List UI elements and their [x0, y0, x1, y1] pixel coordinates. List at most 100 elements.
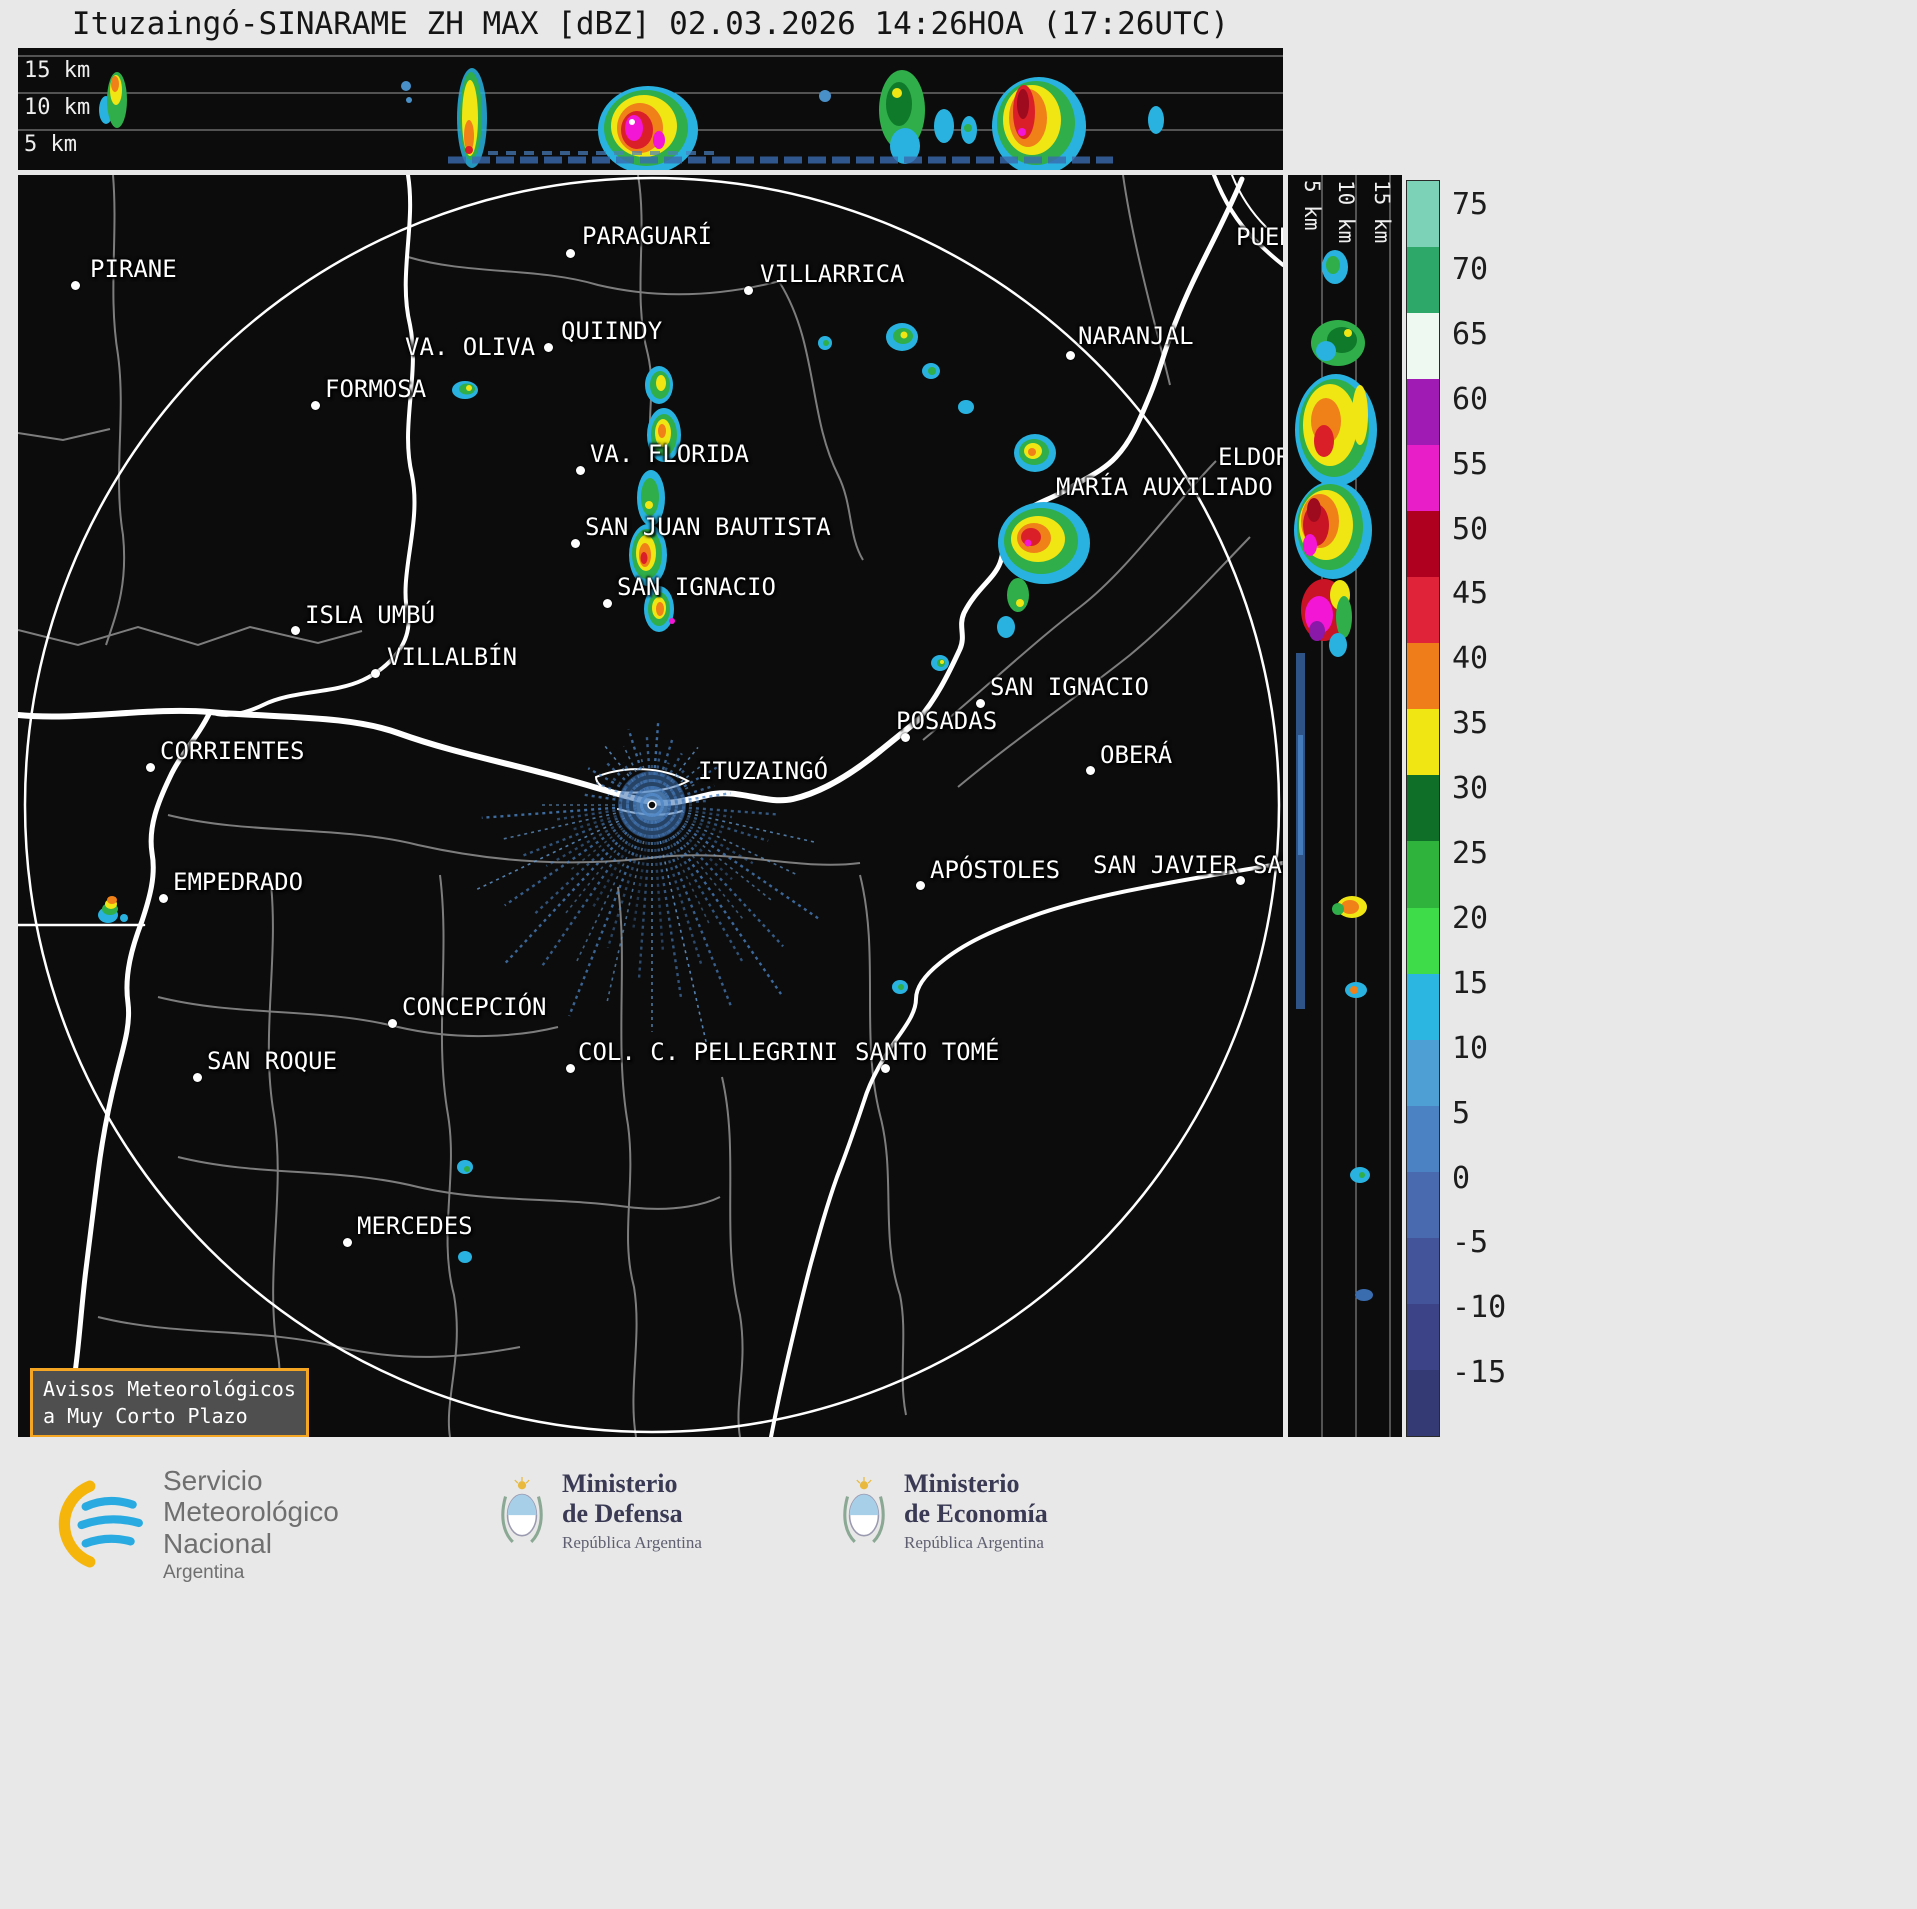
colorbar-tick-label: 60 — [1452, 381, 1489, 417]
ministry-economia-block: Ministerio de Economía República Argenti… — [840, 1469, 1048, 1552]
city-label: MERCEDES — [357, 1212, 473, 1240]
city-label: PUER — [1236, 223, 1283, 251]
city-marker — [575, 465, 585, 475]
city-label: QUIINDY — [561, 317, 663, 345]
colorbar-scale — [1406, 180, 1440, 1437]
colorbar-segment — [1407, 445, 1439, 512]
colorbar-segment — [1407, 775, 1439, 842]
radar-map: PIRANE PARAGUARÍ VILLARRICA QUIINDY VA. OLIV… — [18, 175, 1283, 1437]
city-label: APÓSTOLES — [930, 856, 1061, 884]
city-label: EMPEDRADO — [173, 868, 304, 896]
colorbar-tick-label: 70 — [1452, 251, 1489, 287]
colorbar-segment — [1407, 379, 1439, 446]
city-label: MARÍA AUXILIADO — [1056, 473, 1273, 501]
city-marker — [158, 893, 168, 903]
city-marker — [880, 1063, 890, 1073]
colorbar-segment — [1407, 643, 1439, 710]
city-marker — [743, 285, 753, 295]
colorbar-tick-label: 25 — [1452, 836, 1489, 871]
colorbar-segment — [1407, 1237, 1439, 1304]
city-marker — [602, 598, 612, 608]
altitude-label-5km: 5 km — [24, 132, 77, 157]
city-label: ITUZAINGÓ — [698, 757, 829, 785]
ministry-economia-line2: de Economía — [904, 1498, 1048, 1528]
colorbar-tick-labels: 75 70 65 60 55 50 45 40 35 30 25 20 15 10 5 0 -5 -10 -15 — [1406, 180, 1536, 1437]
city-marker — [543, 342, 553, 352]
argentina-coat-of-arms-icon — [501, 1476, 543, 1543]
city-label: SAN JUAN BAUTISTA — [585, 513, 831, 541]
colorbar-tick-label: 50 — [1452, 511, 1489, 547]
footer: Servicio Meteorológico Nacional Argentin… — [0, 1437, 1917, 1909]
city-label: VA. FLORIDA — [590, 440, 749, 468]
colorbar-segment — [1407, 1303, 1439, 1370]
city-marker — [1235, 875, 1245, 885]
colorbar-tick-label: 30 — [1452, 771, 1489, 807]
colorbar-tick-label: -5 — [1452, 1225, 1489, 1261]
altitude-label-10km: 10 km — [24, 95, 91, 120]
city-marker — [342, 1237, 352, 1247]
city-label: CORRIENTES — [160, 737, 305, 765]
ministry-defensa-line1: Ministerio — [562, 1469, 678, 1498]
city-marker — [900, 732, 910, 742]
city-label: VILLALBÍN — [387, 643, 518, 671]
vertical-section-top-graphics — [18, 55, 1283, 170]
city-label: VILLARRICA — [760, 260, 905, 288]
smn-globe-icon — [58, 1480, 143, 1568]
city-label: PIRANE — [90, 255, 177, 283]
smn-name-line3: Nacional — [163, 1527, 272, 1559]
ministry-economia-line1: Ministerio — [904, 1469, 1020, 1498]
notice-line-1: Avisos Meteorológicos — [43, 1377, 296, 1401]
colorbar-tick-label: 20 — [1452, 900, 1489, 936]
city-label: OBERÁ — [1100, 741, 1173, 769]
city-label: SANTO TOMÉ — [855, 1038, 1000, 1066]
colorbar-segment — [1407, 709, 1439, 776]
ministry-defensa-line2: de Defensa — [562, 1498, 683, 1528]
range-circle — [23, 176, 1281, 1434]
city-marker — [310, 400, 320, 410]
ministry-economia-sub: República Argentina — [904, 1532, 1044, 1552]
city-label: SAN — [1253, 851, 1283, 879]
city-layer: PIRANE PARAGUARÍ VILLARRICA QUIINDY VA. OLIV… — [18, 175, 1283, 1437]
colorbar-tick-label: 35 — [1452, 706, 1489, 742]
colorbar-segment — [1407, 841, 1439, 908]
city-marker — [145, 762, 155, 772]
city-marker — [387, 1018, 397, 1028]
colorbar-segment — [1407, 1369, 1439, 1436]
colorbar-tick-label: 0 — [1452, 1160, 1471, 1196]
colorbar-tick-label: 55 — [1452, 446, 1489, 482]
colorbar-segment — [1407, 1105, 1439, 1172]
colorbar-tick-label: 10 — [1452, 1030, 1489, 1066]
city-label: POSADAS — [896, 707, 998, 735]
notice-line-2: a Muy Corto Plazo — [43, 1404, 248, 1428]
page-title: Ituzaingó-SINARAME ZH MAX [dBZ] 02.03.20… — [71, 6, 1230, 42]
smn-logo-block: Servicio Meteorológico Nacional Argentin… — [55, 1465, 339, 1583]
city-marker — [70, 280, 80, 290]
city-marker — [915, 880, 925, 890]
city-label: VA. OLIVA — [405, 333, 536, 361]
radar-site-marker — [647, 800, 657, 810]
city-marker — [370, 668, 380, 678]
smn-name-line2: Meteorológico — [163, 1496, 339, 1528]
argentina-coat-of-arms-icon — [843, 1476, 885, 1543]
echoes-right-strip — [1294, 250, 1377, 1301]
colorbar-tick-label: 45 — [1452, 576, 1489, 612]
city-marker — [570, 538, 580, 548]
storm-cells — [98, 323, 1090, 1263]
colorbar-segment — [1407, 577, 1439, 644]
altitude-label-15km: 15 km — [24, 58, 91, 83]
city-marker — [565, 1063, 575, 1073]
vertical-section-right: 5 km 10 km 15 km — [1288, 175, 1402, 1437]
colorbar-tick-label: -15 — [1452, 1355, 1507, 1391]
map-graphics — [18, 175, 1283, 1437]
city-marker — [1065, 350, 1075, 360]
colorbar-tick-label: -10 — [1452, 1290, 1507, 1326]
weather-warning-notice[interactable]: Avisos Meteorológicos a Muy Corto Plazo — [30, 1368, 309, 1438]
city-label: NARANJAL — [1078, 322, 1194, 350]
rivers — [18, 175, 1283, 1437]
colorbar-segment — [1407, 1171, 1439, 1238]
colorbar-segment — [1407, 907, 1439, 974]
colorbar-segment — [1407, 1039, 1439, 1106]
colorbar-segment — [1407, 313, 1439, 380]
colorbar-segment — [1407, 511, 1439, 578]
